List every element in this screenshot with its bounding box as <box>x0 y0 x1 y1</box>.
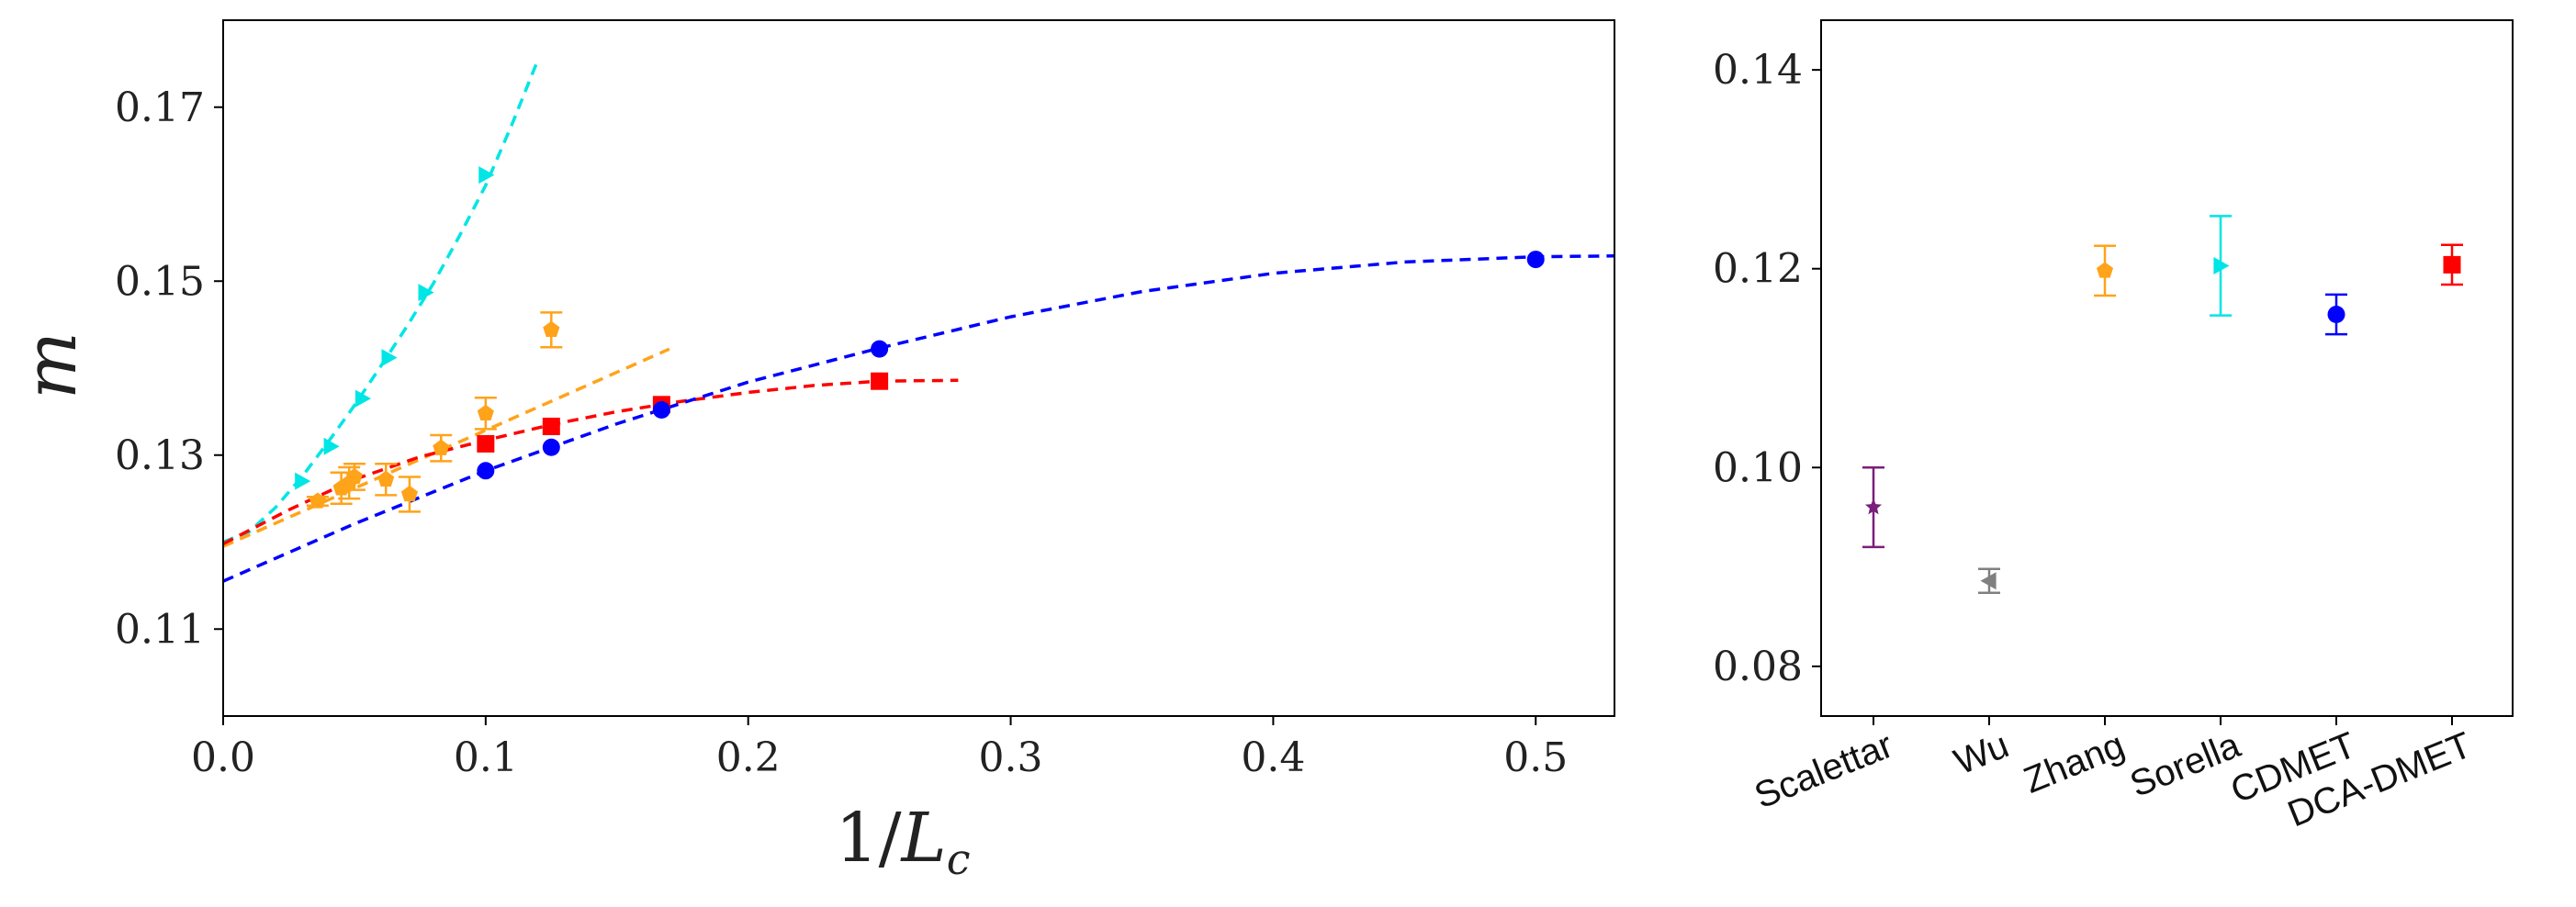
y-tick-label: 0.17 <box>115 84 205 131</box>
category-label: Scalettar <box>1749 725 1899 817</box>
right-y-ticks: 0.08 0.10 0.12 0.14 <box>1713 47 1821 690</box>
data-point <box>377 470 395 487</box>
data-point <box>1526 251 1545 269</box>
right-error-bars <box>1862 215 2463 594</box>
x-tick-label: 0.2 <box>716 734 781 781</box>
data-point <box>652 400 670 419</box>
y-tick-label: 0.14 <box>1713 47 1803 94</box>
data-point <box>323 437 340 455</box>
data-point <box>2327 306 2345 324</box>
data-point <box>871 340 889 358</box>
data-point <box>543 320 560 337</box>
data-point <box>542 438 560 456</box>
data-point <box>2096 262 2114 278</box>
data-point <box>477 462 495 480</box>
data-point <box>477 434 495 453</box>
data-point <box>2213 256 2230 274</box>
data-point <box>433 439 450 455</box>
x-tick-label: 0.5 <box>1503 734 1568 781</box>
left-plot-frame <box>222 19 1615 717</box>
category-label: Wu <box>1949 725 2014 783</box>
y-tick-label: 0.15 <box>115 258 205 305</box>
left-fit-curves <box>222 58 1615 583</box>
data-point <box>2443 255 2461 274</box>
x-tick-label: 0.3 <box>979 734 1043 781</box>
category-label: Sorella <box>2124 724 2246 805</box>
right-plot-frame <box>1820 19 2514 717</box>
data-point <box>477 404 494 420</box>
data-point <box>295 472 311 490</box>
left-y-ticks: 0.11 0.13 0.15 0.17 <box>115 84 223 653</box>
data-point <box>418 284 434 302</box>
data-point <box>354 389 371 408</box>
data-point <box>381 349 398 367</box>
x-tick-label: 0.4 <box>1241 734 1305 781</box>
fit-curve <box>222 378 959 545</box>
y-tick-label: 0.12 <box>1713 246 1803 293</box>
data-point <box>542 417 560 435</box>
left-y-axis-label: m <box>10 331 93 399</box>
category-label: Zhang <box>2019 725 2131 801</box>
data-point <box>1980 572 1997 590</box>
data-point <box>1864 498 1883 515</box>
y-tick-label: 0.08 <box>1713 644 1803 690</box>
left-x-ticks: 0.0 0.1 0.2 0.3 0.4 0.5 <box>191 716 1568 781</box>
left-plot: 0.0 0.1 0.2 0.3 0.4 0.5 0.11 0.13 0.15 0.17 m 1/… <box>10 19 1615 884</box>
left-x-axis-label: 1/Lc <box>836 799 971 884</box>
fit-curve <box>222 58 540 544</box>
data-point <box>309 492 326 509</box>
data-point <box>400 485 418 502</box>
right-plot: 0.08 0.10 0.12 0.14 Scalettar Wu ZhangSorella… <box>1713 19 2514 834</box>
x-tick-label: 0.1 <box>454 734 518 781</box>
right-markers <box>1864 255 2461 590</box>
fit-curve <box>222 254 1615 583</box>
left-markers <box>295 166 1545 509</box>
data-point <box>871 372 889 390</box>
y-tick-label: 0.10 <box>1713 444 1803 491</box>
data-point <box>478 166 495 185</box>
x-tick-label: 0.0 <box>191 734 255 781</box>
y-tick-label: 0.13 <box>115 432 205 479</box>
y-tick-label: 0.11 <box>115 606 205 653</box>
data-point <box>345 467 363 485</box>
